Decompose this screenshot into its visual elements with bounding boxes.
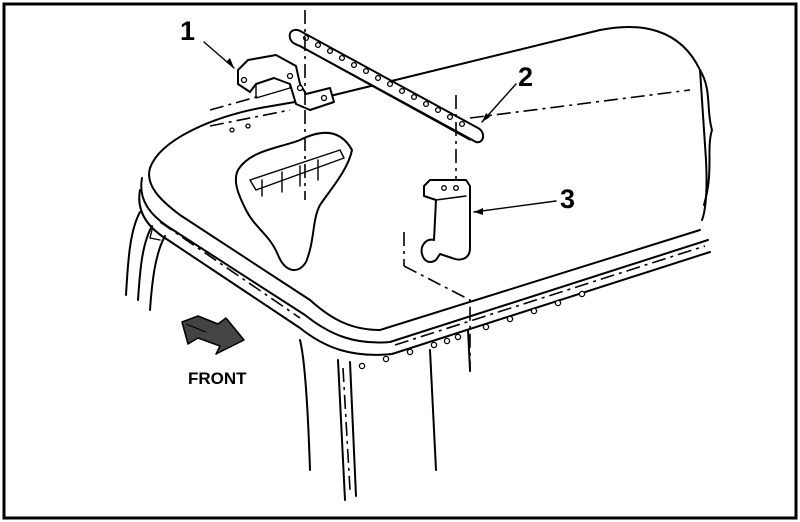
rail-holes <box>302 34 466 128</box>
callout-2: 2 <box>481 62 533 123</box>
roof-cutaway <box>234 110 353 271</box>
clamp-part-3 <box>420 179 471 263</box>
roof-mounting-holes <box>358 290 586 370</box>
vehicle-roof <box>125 25 713 501</box>
callout-number-3: 3 <box>560 184 575 214</box>
callout-3: 3 <box>473 184 575 215</box>
front-label: FRONT <box>188 369 247 388</box>
callout-1: 1 <box>180 16 235 69</box>
callout-number-1: 1 <box>180 16 195 46</box>
bracket-part-1 <box>209 54 335 133</box>
rail-part-2 <box>288 10 484 180</box>
callout-number-2: 2 <box>518 62 533 92</box>
front-arrow-icon <box>181 315 245 355</box>
